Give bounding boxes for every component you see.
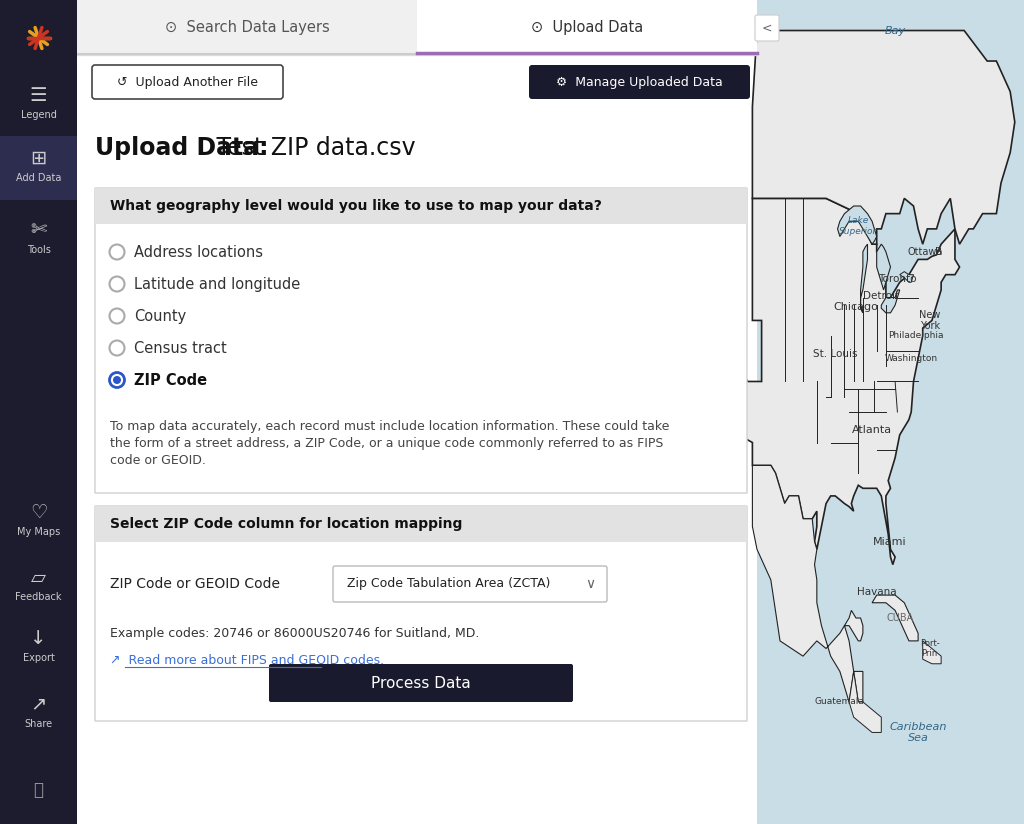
Text: CUBA: CUBA <box>886 613 913 623</box>
FancyBboxPatch shape <box>755 15 779 41</box>
FancyBboxPatch shape <box>77 55 757 824</box>
Text: ↓: ↓ <box>31 629 47 648</box>
Text: code or GEOID.: code or GEOID. <box>110 454 206 467</box>
Text: Detroit: Detroit <box>863 291 899 301</box>
Text: Washington: Washington <box>885 354 938 363</box>
Text: New
York: New York <box>919 310 940 331</box>
Text: What geography level would you like to use to map your data?: What geography level would you like to u… <box>110 199 602 213</box>
Text: Miami: Miami <box>872 536 906 546</box>
Text: B: B <box>935 246 942 257</box>
Polygon shape <box>872 595 919 641</box>
Text: Address locations: Address locations <box>134 245 263 260</box>
FancyBboxPatch shape <box>0 0 77 824</box>
Text: ↺  Upload Another File: ↺ Upload Another File <box>117 76 258 88</box>
Text: ∨: ∨ <box>585 577 595 591</box>
Text: St. Louis: St. Louis <box>813 349 857 359</box>
Polygon shape <box>838 206 877 244</box>
Text: ZIP Code or GEOID Code: ZIP Code or GEOID Code <box>110 577 280 591</box>
Text: Census tract: Census tract <box>134 340 226 355</box>
Circle shape <box>110 372 125 387</box>
FancyBboxPatch shape <box>269 664 573 702</box>
Polygon shape <box>736 199 959 564</box>
Text: Select ZIP Code column for location mapping: Select ZIP Code column for location mapp… <box>110 517 463 531</box>
Circle shape <box>110 308 125 324</box>
Text: Tools: Tools <box>27 245 50 255</box>
Text: Test ZIP data.csv: Test ZIP data.csv <box>209 136 416 160</box>
Text: Bay: Bay <box>885 26 905 35</box>
Text: ZIP Code: ZIP Code <box>134 372 207 387</box>
Polygon shape <box>860 244 867 313</box>
Text: Port-
Prin: Port- Prin <box>920 639 939 658</box>
Text: Upload Data:: Upload Data: <box>95 136 268 160</box>
Text: Philadelphia: Philadelphia <box>888 331 943 340</box>
Text: ⚙  Manage Uploaded Data: ⚙ Manage Uploaded Data <box>556 76 723 88</box>
Text: <: < <box>762 21 772 35</box>
Text: Latitude and longitude: Latitude and longitude <box>134 277 300 292</box>
Text: ⛶: ⛶ <box>34 781 43 799</box>
Polygon shape <box>877 244 891 290</box>
Text: ♡: ♡ <box>30 503 47 522</box>
Text: Add Data: Add Data <box>15 173 61 183</box>
FancyBboxPatch shape <box>95 506 746 542</box>
Text: Process Data: Process Data <box>371 676 471 691</box>
Circle shape <box>110 245 125 260</box>
Text: ☰: ☰ <box>30 86 47 105</box>
Text: Share: Share <box>25 719 52 729</box>
Polygon shape <box>900 272 913 283</box>
Text: My Maps: My Maps <box>16 527 60 537</box>
Text: ↗: ↗ <box>31 695 47 714</box>
Text: County: County <box>134 308 186 324</box>
Text: the form of a street address, a ZIP Code, or a unique code commonly referred to : the form of a street address, a ZIP Code… <box>110 437 664 450</box>
Text: ⊙  Upload Data: ⊙ Upload Data <box>530 20 643 35</box>
FancyBboxPatch shape <box>92 65 283 99</box>
FancyBboxPatch shape <box>95 188 746 224</box>
Text: Caribbean
Sea: Caribbean Sea <box>890 722 947 743</box>
Text: To map data accurately, each record must include location information. These cou: To map data accurately, each record must… <box>110 420 670 433</box>
Circle shape <box>110 277 125 292</box>
Text: ▱: ▱ <box>31 568 46 587</box>
FancyBboxPatch shape <box>0 136 77 200</box>
FancyBboxPatch shape <box>529 65 750 99</box>
Text: ⊙  Search Data Layers: ⊙ Search Data Layers <box>165 20 330 35</box>
Polygon shape <box>923 641 941 664</box>
Text: Atlanta: Atlanta <box>852 425 892 435</box>
FancyBboxPatch shape <box>417 0 757 55</box>
Text: Guatemala: Guatemala <box>815 697 865 706</box>
Text: ✄: ✄ <box>31 221 47 240</box>
Text: Example codes: 20746 or 86000US20746 for Suitland, MD.: Example codes: 20746 or 86000US20746 for… <box>110 628 479 640</box>
Text: Havana: Havana <box>857 587 896 597</box>
Polygon shape <box>753 30 1015 244</box>
Text: Export: Export <box>23 653 54 663</box>
Polygon shape <box>882 290 900 313</box>
FancyBboxPatch shape <box>95 506 746 721</box>
Polygon shape <box>849 672 882 733</box>
Text: ⊞: ⊞ <box>31 148 47 167</box>
FancyBboxPatch shape <box>333 566 607 602</box>
FancyBboxPatch shape <box>757 0 1024 824</box>
Text: Ottawa: Ottawa <box>907 246 943 257</box>
Polygon shape <box>753 466 863 702</box>
Text: Lake
Superior: Lake Superior <box>839 216 878 236</box>
Text: Toronto: Toronto <box>879 274 916 284</box>
Circle shape <box>110 340 125 355</box>
Circle shape <box>113 376 121 384</box>
Text: Legend: Legend <box>20 110 56 120</box>
Text: Feedback: Feedback <box>15 592 61 602</box>
Text: Zip Code Tabulation Area (ZCTA): Zip Code Tabulation Area (ZCTA) <box>347 578 550 591</box>
Text: ↗  Read more about FIPS and GEOID codes.: ↗ Read more about FIPS and GEOID codes. <box>110 653 384 667</box>
Text: Chicago: Chicago <box>834 302 879 311</box>
FancyBboxPatch shape <box>77 0 757 55</box>
FancyBboxPatch shape <box>95 188 746 493</box>
